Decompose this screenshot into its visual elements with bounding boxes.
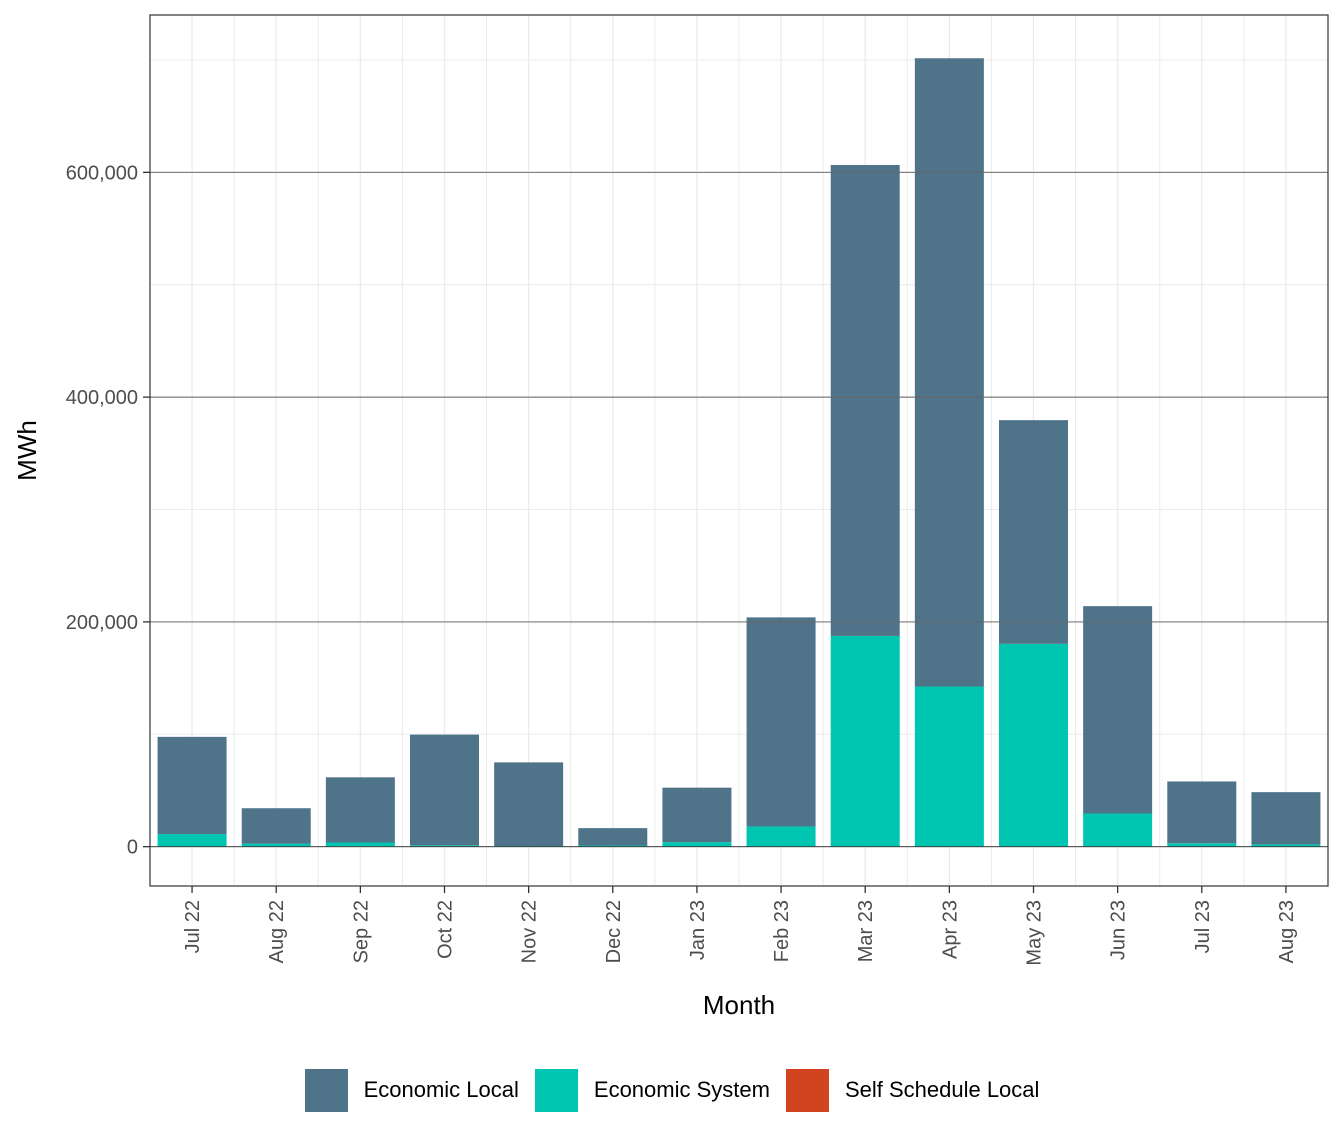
y-axis: 0 200,000 400,000 600,000 [66,162,150,859]
bar-segment [830,165,900,636]
x-tick-label: Sep 22 [350,900,372,963]
bar-chart: 0 200,000 400,000 600,000 Jul 22 Aug 22 Sep 2… [12,14,1329,1020]
bar-segment [746,617,816,827]
bar-segment [241,808,311,844]
legend-item: Economic Local [304,1068,519,1112]
bar-segment [410,734,479,846]
bar-segment [578,845,648,847]
legend-swatch [785,1068,829,1112]
x-tick-label: Apr 23 [939,900,961,959]
bar-segment [830,635,900,847]
bar-segment [914,58,984,687]
bar-segment [1083,813,1153,847]
y-axis-title: MWh [12,420,42,481]
bar-segment [410,845,479,847]
bar-segment [662,842,732,847]
legend-label: Economic System [593,1077,770,1102]
legend-swatch [304,1068,348,1112]
bar-segment [157,736,227,835]
plot-panel-border [149,14,1329,887]
bar-segment [1251,844,1321,847]
x-tick-label: Aug 22 [266,900,288,963]
bar-segment [1083,606,1153,814]
bar-segment [1167,781,1237,844]
bar-segment [999,643,1068,847]
legend-label: Self Schedule Local [844,1077,1040,1102]
x-tick-label: Dec 22 [603,900,625,963]
y-tick-label: 400,000 [66,387,138,409]
x-tick-label: Jul 23 [1192,900,1214,953]
bar-segment [325,842,395,847]
legend: Economic Local Economic System Self Schedu… [0,1066,1344,1114]
x-axis-title: Month [703,990,775,1020]
bar-segment [914,686,984,847]
bar-segment [1167,843,1237,847]
bar-segment [999,420,1068,644]
bar-segment [746,826,816,847]
x-tick-label: Jun 23 [1108,900,1130,960]
x-tick-label: May 23 [1024,900,1046,966]
minor-gridlines [150,15,1328,886]
x-tick-label: Oct 22 [435,900,457,959]
y-tick-label: 600,000 [66,162,138,184]
x-axis: Jul 22 Aug 22 Sep 22 Oct 22 Nov 22 Dec 22 Jan … [182,886,1298,966]
x-tick-label: Jul 22 [182,900,204,953]
legend-swatch [534,1068,578,1112]
x-tick-label: Jan 23 [687,900,709,960]
bars [150,58,1328,848]
bar-segment [241,843,311,847]
y-tick-label: 200,000 [66,612,138,634]
bar-segment [578,828,648,846]
x-tick-label: Feb 23 [771,900,793,962]
x-tick-label: Aug 23 [1276,900,1298,963]
legend-item: Self Schedule Local [785,1068,1040,1112]
bar-segment [494,762,564,847]
x-tick-label: Mar 23 [855,900,877,962]
legend-item: Economic System [534,1068,770,1112]
legend-label: Economic Local [363,1077,519,1102]
bar-segment [1251,792,1321,845]
y-tick-label: 0 [127,837,138,859]
bar-segment [662,787,732,843]
x-tick-label: Nov 22 [519,900,541,963]
bar-segment [157,834,227,847]
bar-segment [325,777,395,843]
